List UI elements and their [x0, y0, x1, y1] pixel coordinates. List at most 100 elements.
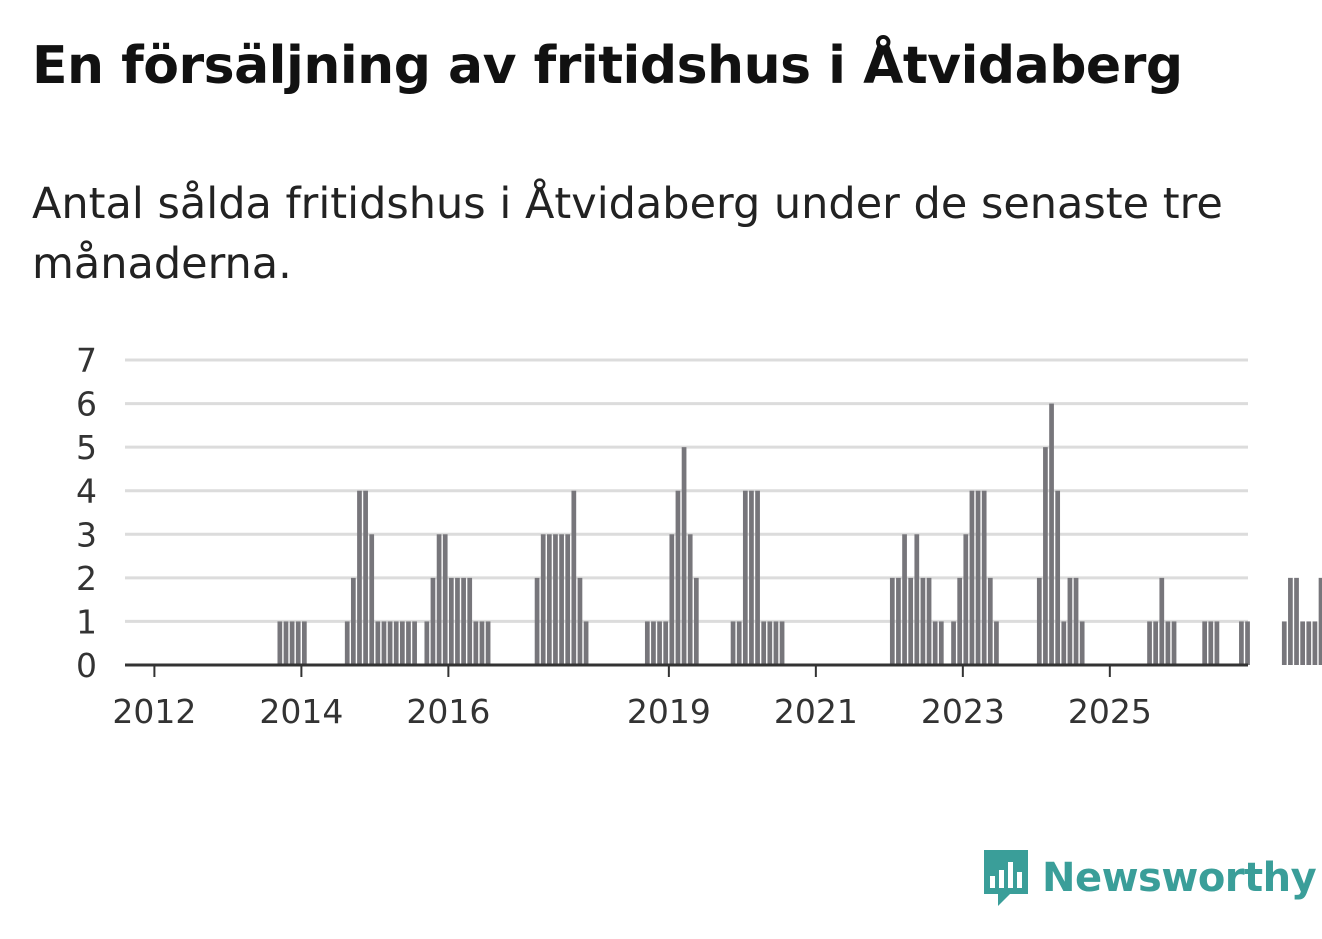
bar	[540, 534, 546, 665]
bar	[755, 490, 760, 665]
bar	[375, 621, 381, 665]
y-tick-label: 2	[76, 559, 97, 598]
bar	[350, 577, 356, 665]
bar	[1067, 577, 1073, 665]
x-tick-label: 2021	[774, 692, 858, 731]
bar	[687, 534, 693, 665]
x-tick-label: 2014	[259, 692, 343, 731]
y-tick-label: 1	[76, 602, 97, 641]
bar	[1318, 577, 1322, 665]
bar	[926, 577, 932, 665]
y-tick-label: 7	[76, 341, 97, 380]
bar	[565, 534, 571, 665]
bar	[975, 490, 981, 665]
y-tick-label: 0	[76, 646, 97, 685]
bar	[424, 621, 430, 665]
bars	[277, 403, 1322, 665]
bar	[742, 490, 748, 665]
bar	[767, 621, 773, 665]
bar	[736, 621, 742, 665]
bar	[914, 534, 920, 665]
x-tick-label: 2019	[627, 692, 711, 731]
grid-lines	[125, 358, 1248, 623]
bar	[1245, 621, 1250, 665]
bar	[1202, 621, 1208, 665]
bar	[932, 621, 938, 665]
bar	[669, 534, 675, 665]
chart-title: En försäljning av fritidshus i Åtvidaber…	[32, 36, 1183, 96]
y-tick-label: 4	[76, 472, 97, 511]
bar	[473, 621, 479, 665]
bar	[485, 621, 491, 665]
bar	[1300, 621, 1306, 665]
bar	[1288, 577, 1293, 665]
bar	[987, 577, 993, 665]
bar	[644, 621, 650, 665]
chart-subtitle: Antal sålda fritidshus i Åtvidaberg unde…	[32, 179, 1223, 289]
y-tick-label: 3	[76, 515, 97, 554]
bar	[344, 621, 350, 665]
bar	[902, 534, 907, 665]
bar	[681, 447, 687, 665]
bar	[393, 621, 399, 665]
bar	[363, 490, 368, 665]
newsworthy-logo[interactable]: Newsworthy	[980, 848, 1317, 908]
bar	[448, 577, 454, 665]
bar	[559, 534, 564, 665]
y-tick-label: 6	[76, 385, 97, 424]
bar	[1294, 577, 1299, 665]
bar	[951, 621, 956, 665]
bar	[577, 577, 583, 665]
bar-chart: 0123456712012201420162019202120232025	[76, 341, 1322, 731]
bar	[301, 621, 307, 665]
bar	[1171, 621, 1177, 665]
bar	[773, 621, 779, 665]
bar	[399, 621, 405, 665]
bar	[663, 621, 669, 665]
bar	[749, 490, 754, 665]
bar	[920, 577, 926, 665]
bar	[657, 621, 662, 665]
bar	[1073, 577, 1079, 665]
newsworthy-logo-icon	[984, 850, 1028, 906]
x-tick-label: 2012	[112, 692, 196, 731]
bar	[969, 490, 975, 665]
bar	[994, 621, 999, 665]
bar	[957, 577, 963, 665]
bar	[963, 534, 969, 665]
bar	[436, 534, 442, 665]
bar	[1159, 577, 1165, 665]
bar	[461, 577, 466, 665]
bar	[467, 577, 473, 665]
bar	[1055, 490, 1061, 665]
bar	[406, 621, 411, 665]
bar	[651, 621, 656, 665]
bar	[1147, 621, 1152, 665]
bar	[534, 577, 540, 665]
bar	[546, 534, 552, 665]
bar	[1079, 621, 1085, 665]
bar	[283, 621, 289, 665]
bar	[295, 621, 301, 665]
bar	[779, 621, 785, 665]
bar	[412, 621, 417, 665]
brand-name: Newsworthy	[1042, 855, 1317, 901]
bar	[1306, 621, 1312, 665]
bar	[583, 621, 589, 665]
bar	[1281, 621, 1287, 665]
bar	[430, 577, 436, 665]
bar	[1208, 621, 1214, 665]
x-tick-label: 2025	[1068, 692, 1152, 731]
bar	[675, 490, 681, 665]
bar	[693, 577, 699, 665]
bar	[387, 621, 393, 665]
bar	[889, 577, 895, 665]
bar	[553, 534, 558, 665]
bar	[1312, 621, 1318, 665]
y-tick-label: 5	[76, 428, 97, 467]
bar	[1061, 621, 1067, 665]
bar	[1049, 403, 1054, 665]
bar	[1239, 621, 1244, 665]
bar	[1165, 621, 1171, 665]
bar	[455, 577, 460, 665]
